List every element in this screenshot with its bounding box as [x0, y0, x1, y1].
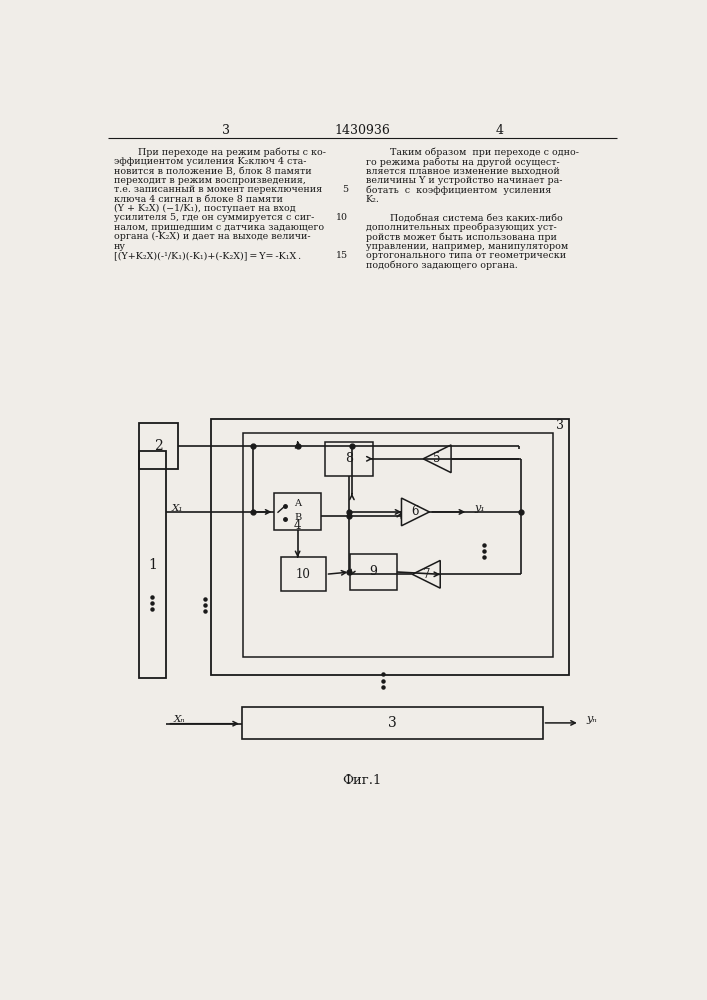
Text: новится в положение В, блок 8 памяти: новится в положение В, блок 8 памяти — [114, 167, 312, 176]
Text: дополнительных преобразующих уст-: дополнительных преобразующих уст- — [366, 223, 556, 232]
Text: ортогонального типа от геометрически: ортогонального типа от геометрически — [366, 251, 566, 260]
Text: y₁: y₁ — [474, 503, 485, 513]
Text: 6: 6 — [411, 505, 419, 518]
Text: 1: 1 — [148, 558, 157, 572]
Bar — [243, 433, 554, 657]
Text: ну: ну — [114, 242, 126, 251]
Bar — [351, 554, 397, 590]
Text: Таким образом  при переходе с одно-: Таким образом при переходе с одно- — [366, 148, 579, 157]
Text: (Y + K₂X) (−1/K₁), поступает на вход: (Y + K₂X) (−1/K₁), поступает на вход — [114, 204, 296, 213]
Text: A: A — [295, 499, 301, 508]
Bar — [281, 557, 325, 591]
Text: 10: 10 — [336, 213, 348, 222]
Text: yₙ: yₙ — [586, 714, 597, 724]
Text: Подобная система без каких-либо: Подобная система без каких-либо — [366, 213, 563, 222]
Text: 8: 8 — [345, 452, 353, 465]
Text: ботать  с  коэффициентом  усиления: ботать с коэффициентом усиления — [366, 185, 551, 195]
Text: переходит в режим воспроизведения,: переходит в режим воспроизведения, — [114, 176, 306, 185]
Bar — [139, 451, 166, 678]
Text: 10: 10 — [296, 568, 310, 581]
Text: 5: 5 — [433, 452, 441, 465]
Text: налом, пришедшим с датчика задающего: налом, пришедшим с датчика задающего — [114, 223, 324, 232]
Text: K₂.: K₂. — [366, 195, 380, 204]
Text: органа (-K₂X) и дает на выходе величи-: органа (-K₂X) и дает на выходе величи- — [114, 232, 310, 241]
Bar — [274, 493, 321, 530]
Bar — [139, 423, 177, 469]
Text: 2: 2 — [153, 439, 163, 453]
Text: 4: 4 — [294, 519, 301, 532]
Text: 4: 4 — [495, 124, 503, 137]
Text: 3: 3 — [388, 716, 397, 730]
Text: 1430936: 1430936 — [334, 124, 390, 137]
Text: B: B — [295, 513, 302, 522]
Text: величины Y и устройство начинает ра-: величины Y и устройство начинает ра- — [366, 176, 562, 185]
Text: ключа 4 сигнал в блоке 8 памяти: ключа 4 сигнал в блоке 8 памяти — [114, 195, 283, 204]
Text: X₁: X₁ — [172, 504, 184, 513]
Text: 15: 15 — [336, 251, 348, 260]
Text: Фиг.1: Фиг.1 — [342, 774, 382, 787]
Text: т.е. записанный в момент переключения: т.е. записанный в момент переключения — [114, 185, 322, 194]
Text: го режима работы на другой осущест-: го режима работы на другой осущест- — [366, 157, 559, 167]
Text: [(Y+K₂X)(-¹/K₁)(-K₁)+(-K₂X)] = Y= -K₁X .: [(Y+K₂X)(-¹/K₁)(-K₁)+(-K₂X)] = Y= -K₁X . — [114, 251, 301, 260]
Text: вляется плавное изменение выходной: вляется плавное изменение выходной — [366, 167, 559, 176]
Text: ройств может быть использована при: ройств может быть использована при — [366, 232, 556, 242]
Bar — [325, 442, 373, 476]
Text: подобного задающего органа.: подобного задающего органа. — [366, 260, 518, 270]
Text: 9: 9 — [370, 565, 378, 578]
Bar — [242, 707, 542, 739]
Text: управлении, например, манипулятором: управлении, например, манипулятором — [366, 242, 568, 251]
Text: Xₙ: Xₙ — [174, 715, 185, 724]
Text: эффициентом усиления K₂ключ 4 ста-: эффициентом усиления K₂ключ 4 ста- — [114, 157, 306, 166]
Text: усилителя 5, где он суммируется с сиг-: усилителя 5, где он суммируется с сиг- — [114, 213, 315, 222]
Bar — [211, 419, 569, 675]
Text: При переходе на режим работы с ко-: При переходе на режим работы с ко- — [114, 148, 326, 157]
Text: 3: 3 — [221, 124, 230, 137]
Text: 5: 5 — [342, 185, 348, 194]
Text: 3: 3 — [556, 419, 564, 432]
Text: 7: 7 — [423, 568, 430, 581]
